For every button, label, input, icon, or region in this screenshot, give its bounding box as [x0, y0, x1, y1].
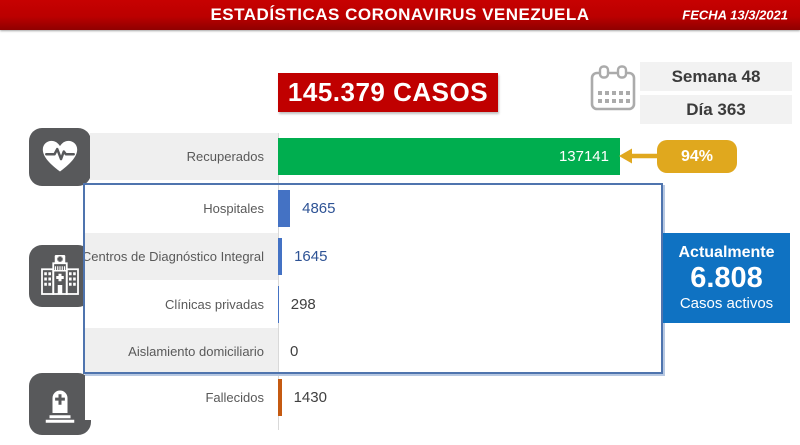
active-cases-sublabel: Casos activos [679, 294, 774, 312]
active-cases-value: 6.808 [690, 262, 763, 295]
bar [278, 285, 279, 323]
bar [278, 189, 291, 227]
value-label: 1430 [293, 389, 327, 406]
category-label: Fallecidos [85, 375, 278, 420]
value-label: 0 [290, 343, 299, 360]
bar [278, 379, 282, 416]
header-bar: ESTADÍSTICAS CORONAVIRUS VENEZUELA FECHA… [0, 0, 800, 30]
category-label: Recuperados [90, 133, 278, 180]
value-label: 1645 [294, 248, 328, 265]
bar [278, 238, 283, 275]
total-cases-label: 145.379 CASOS [287, 77, 489, 107]
calendar-icon [589, 64, 637, 114]
axis-line [278, 133, 279, 430]
value-label: 137141 [558, 148, 609, 165]
hospital-icon [29, 245, 91, 307]
page-title: ESTADÍSTICAS CORONAVIRUS VENEZUELA [210, 5, 590, 24]
category-label: Clínicas privadas [85, 280, 278, 328]
bar [278, 138, 620, 175]
total-cases-box: 145.379 CASOS [278, 73, 498, 112]
value-label: 298 [290, 295, 316, 313]
active-cases-box: Actualmente 6.808 Casos activos [663, 233, 790, 323]
heartbeat-icon [29, 128, 91, 186]
recovered-percent-badge: 94% [657, 140, 737, 173]
week-badge: Semana 48 [640, 62, 792, 91]
date-label: FECHA 13/3/2021 [682, 7, 788, 23]
category-label: Hospitales [85, 183, 278, 233]
category-label: Centros de Diagnóstico Integral [82, 233, 278, 280]
value-label: 4865 [302, 199, 336, 217]
active-cases-label: Actualmente [678, 244, 775, 262]
tombstone-icon [29, 373, 91, 435]
day-badge: Día 363 [640, 95, 792, 124]
category-label: Aislamiento domiciliario [85, 328, 278, 375]
